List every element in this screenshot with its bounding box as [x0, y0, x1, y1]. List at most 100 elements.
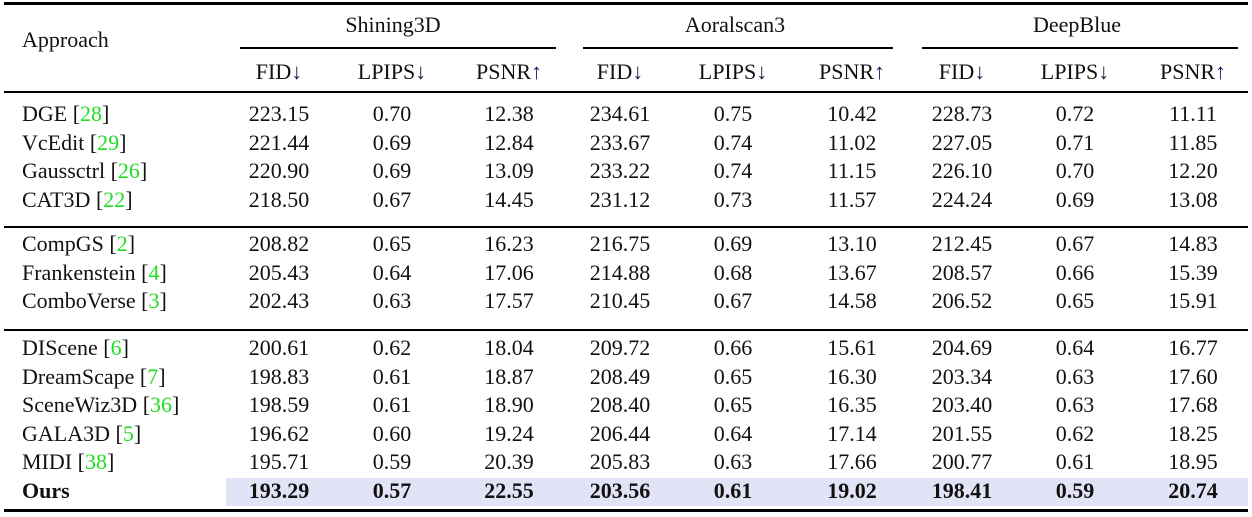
method-name: Frankenstein: [22, 259, 136, 285]
value-cell: 0.69: [713, 231, 753, 256]
value-cell: 16.23: [484, 231, 534, 256]
value-cell: 0.70: [372, 101, 412, 126]
citation-link[interactable]: 36: [150, 392, 173, 418]
value-cell: 11.15: [827, 158, 877, 184]
citation-link[interactable]: 26: [117, 158, 140, 184]
method-cell: Gaussctrl [26]: [22, 158, 147, 184]
dataset-header: DeepBlue: [1033, 12, 1121, 37]
value-cell: 208.82: [248, 231, 310, 256]
value-cell: 203.40: [931, 392, 993, 418]
bracket-open: [: [77, 449, 85, 475]
method-name: Ours: [22, 478, 70, 503]
value-cell: 0.65: [713, 392, 753, 418]
value-cell: 17.66: [827, 449, 877, 475]
value-cell: 220.90: [248, 158, 310, 184]
arrow-down-icon: ↓: [1098, 59, 1110, 84]
value-cell: 205.83: [589, 449, 651, 475]
value-cell: 0.72: [1055, 101, 1095, 126]
bracket-open: [: [141, 259, 149, 285]
value-cell: 0.64: [713, 420, 753, 446]
bracket-close: ]: [119, 129, 127, 155]
value-cell: 231.12: [589, 186, 651, 212]
value-cell: 11.02: [827, 129, 877, 155]
citation-link[interactable]: 5: [122, 420, 134, 446]
bracket-open: [: [142, 392, 151, 418]
value-cell: 200.61: [248, 335, 310, 360]
value-cell: 193.29: [248, 478, 310, 503]
method-cell: Frankenstein [4]: [22, 260, 167, 286]
value-cell: 20.74: [1168, 478, 1218, 503]
value-cell: 14.58: [827, 288, 877, 314]
method-name: DIScene: [22, 335, 98, 360]
method-cell: DIScene [6]: [22, 335, 129, 361]
method-cell: MIDI [38]: [22, 449, 114, 475]
citation-link[interactable]: 29: [97, 129, 120, 155]
bottom-rule: [4, 509, 1248, 512]
value-cell: 20.39: [484, 449, 534, 475]
method-name: DreamScape: [22, 363, 135, 389]
value-cell: 13.10: [827, 231, 877, 256]
citation-link[interactable]: 2: [116, 231, 128, 256]
value-cell: 198.83: [248, 363, 310, 389]
value-cell: 0.71: [1055, 129, 1095, 155]
citation-link[interactable]: 28: [80, 101, 103, 126]
dataset-header: Aoralscan3: [684, 12, 786, 37]
value-cell: 228.73: [931, 101, 993, 126]
method-name: CAT3D: [22, 186, 91, 212]
value-cell: 14.45: [484, 186, 534, 212]
citation-link[interactable]: 7: [147, 363, 159, 389]
bracket-open: [: [139, 363, 148, 389]
method-cell: DreamScape [7]: [22, 364, 166, 390]
citation-link[interactable]: 3: [148, 288, 160, 314]
value-cell: 13.08: [1168, 186, 1218, 212]
arrow-up-icon: ↑: [874, 59, 886, 84]
value-cell: 198.41: [931, 478, 993, 503]
method-cell: CompGS [2]: [22, 231, 135, 257]
value-cell: 10.42: [827, 101, 877, 126]
value-cell: 218.50: [248, 186, 310, 212]
value-cell: 12.38: [484, 101, 534, 126]
value-cell: 17.60: [1168, 363, 1218, 389]
section-rule: [4, 329, 1248, 331]
value-cell: 203.34: [931, 363, 993, 389]
value-cell: 0.75: [713, 101, 753, 126]
citation-link[interactable]: 38: [84, 449, 107, 475]
value-cell: 208.40: [589, 392, 651, 418]
method-cell: Ours: [22, 478, 70, 504]
value-cell: 18.04: [484, 335, 534, 360]
value-cell: 221.44: [248, 129, 310, 155]
value-cell: 0.74: [713, 158, 753, 184]
bracket-close: ]: [125, 186, 133, 212]
approach-header: Approach: [22, 27, 109, 52]
arrow-down-icon: ↓: [756, 59, 768, 84]
value-cell: 18.87: [484, 363, 534, 389]
method-name: CompGS: [22, 231, 104, 256]
bracket-close: ]: [133, 420, 142, 446]
group-underline: [240, 47, 556, 49]
value-cell: 0.66: [713, 335, 753, 360]
metric-name: PSNR: [818, 59, 875, 84]
value-cell: 206.44: [589, 420, 651, 446]
value-cell: 19.24: [484, 420, 534, 446]
value-cell: 0.63: [1055, 392, 1095, 418]
method-name: MIDI: [22, 449, 73, 475]
citation-link[interactable]: 4: [148, 259, 160, 285]
metric-name: FID: [255, 59, 292, 84]
value-cell: 0.66: [1055, 259, 1095, 285]
value-cell: 12.20: [1168, 158, 1218, 184]
metric-name: FID: [596, 59, 633, 84]
value-cell: 0.61: [1055, 449, 1095, 475]
bracket-open: [: [115, 420, 123, 446]
citation-link[interactable]: 22: [103, 186, 126, 212]
citation-link[interactable]: 6: [110, 335, 122, 360]
value-cell: 210.45: [589, 288, 651, 314]
value-cell: 0.65: [1055, 288, 1095, 314]
metric-name: LPIPS: [357, 59, 416, 84]
value-cell: 0.73: [713, 186, 753, 212]
value-cell: 11.85: [1168, 129, 1218, 155]
arrow-down-icon: ↓: [415, 59, 427, 84]
value-cell: 223.15: [248, 101, 310, 126]
value-cell: 22.55: [484, 478, 534, 503]
metric-header: PSNR↑: [819, 59, 885, 85]
bracket-open: [: [89, 129, 98, 155]
